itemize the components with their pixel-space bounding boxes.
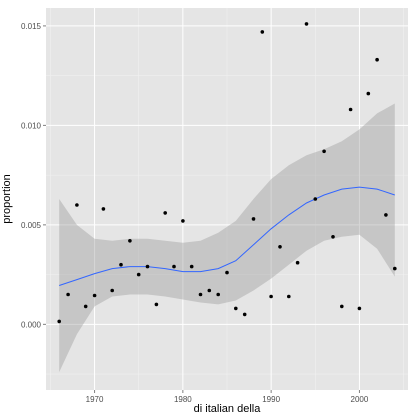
data-point xyxy=(128,239,132,243)
data-point xyxy=(357,306,362,311)
data-point xyxy=(145,264,150,269)
data-point xyxy=(366,91,371,96)
data-point xyxy=(313,197,318,201)
data-point xyxy=(57,319,61,324)
confidence-band xyxy=(59,103,395,373)
y-axis-title: proportion xyxy=(1,174,13,224)
data-point xyxy=(92,293,97,298)
x-tick-label: 1990 xyxy=(262,395,280,404)
data-point xyxy=(393,266,397,271)
data-point xyxy=(75,203,79,207)
data-point xyxy=(269,294,273,299)
data-point xyxy=(278,245,282,249)
data-points xyxy=(57,22,397,324)
data-point xyxy=(83,304,88,309)
data-point xyxy=(331,235,335,239)
data-point xyxy=(181,219,185,223)
data-point xyxy=(295,260,300,265)
data-point xyxy=(154,302,159,307)
data-point xyxy=(119,262,123,267)
data-point xyxy=(136,272,141,277)
smooth-trend-line xyxy=(59,186,395,286)
data-point xyxy=(260,30,265,34)
x-axis-title: di italian della xyxy=(194,403,262,415)
data-point xyxy=(304,22,309,26)
data-point xyxy=(340,304,344,309)
data-point xyxy=(348,107,353,112)
data-point xyxy=(251,217,256,221)
x-tick-label: 1970 xyxy=(86,395,104,404)
data-point xyxy=(242,312,247,317)
y-tick-label: 0.000 xyxy=(21,320,42,329)
data-point xyxy=(189,264,194,269)
data-point xyxy=(234,306,238,311)
data-point xyxy=(198,292,203,297)
data-point xyxy=(384,213,388,217)
data-point xyxy=(207,288,212,293)
minor-gridlines xyxy=(46,8,408,390)
data-point xyxy=(172,264,176,269)
data-point xyxy=(110,288,114,293)
data-point xyxy=(225,270,229,275)
data-point xyxy=(322,149,326,154)
data-point xyxy=(163,211,167,215)
data-point xyxy=(375,57,379,62)
major-gridlines xyxy=(46,8,408,390)
y-tick-label: 0.010 xyxy=(21,121,42,130)
y-tick-label: 0.005 xyxy=(21,221,42,230)
data-point xyxy=(287,294,291,299)
x-axis-ticks: 1970 1980 1990 2000 xyxy=(86,390,369,404)
data-point xyxy=(216,292,220,297)
y-tick-label: 0.015 xyxy=(21,22,42,31)
data-point xyxy=(66,292,70,297)
data-point xyxy=(101,207,106,211)
x-tick-label: 1980 xyxy=(174,395,192,404)
x-tick-label: 2000 xyxy=(351,395,369,404)
y-axis-ticks: 0.000 0.005 0.010 0.015 xyxy=(21,22,46,329)
